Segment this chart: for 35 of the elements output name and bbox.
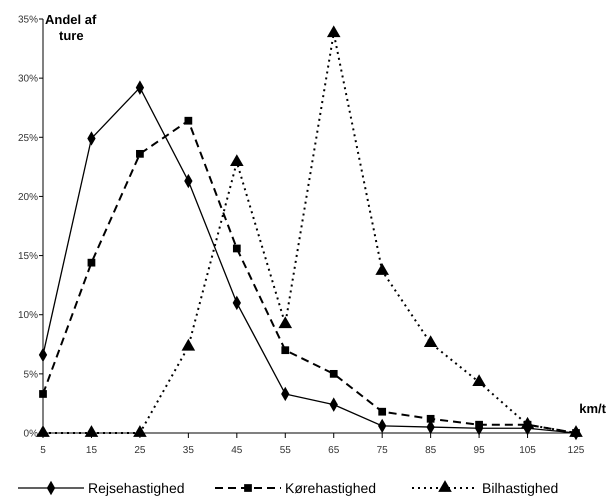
x-tick-label: 85 xyxy=(425,445,437,456)
x-tick-label: 15 xyxy=(86,445,98,456)
x-tick-label: 45 xyxy=(231,445,243,456)
point xyxy=(88,258,96,267)
point xyxy=(136,150,144,158)
x-tick-label: 65 xyxy=(328,445,340,456)
x-tick-label: 105 xyxy=(519,445,536,456)
x-tick-label: 125 xyxy=(568,445,585,456)
legend-label: Kørehastighed xyxy=(285,480,376,496)
x-tick-label: 55 xyxy=(280,445,292,456)
x-axis-title: km/t xyxy=(579,401,607,416)
point xyxy=(39,390,47,398)
y-tick-label: 35% xyxy=(18,14,38,26)
x-tick-label: 25 xyxy=(134,445,146,456)
point xyxy=(475,420,483,429)
y-tick-label: 30% xyxy=(18,74,38,85)
y-tick-label: 5% xyxy=(24,369,38,380)
y-axis-title: Andel af ture xyxy=(45,12,97,43)
y-tick-label: 15% xyxy=(18,251,38,262)
y-tick-label: 25% xyxy=(18,132,38,144)
y-tick-label: 0% xyxy=(24,428,38,440)
point xyxy=(232,244,241,252)
y-tick-label: 20% xyxy=(18,192,38,203)
x-tick-label: 75 xyxy=(376,445,388,456)
point xyxy=(426,414,435,423)
point xyxy=(330,370,338,378)
point xyxy=(378,408,386,416)
point xyxy=(281,346,290,354)
x-tick-label: 95 xyxy=(474,445,486,456)
y-tick-label: 10% xyxy=(18,310,38,322)
x-tick-label: 35 xyxy=(182,445,194,456)
legend-label: Rejsehastighed xyxy=(88,480,185,496)
legend-label: Bilhastighed xyxy=(482,480,558,496)
point xyxy=(184,116,192,125)
x-tick-label: 5 xyxy=(40,445,46,456)
